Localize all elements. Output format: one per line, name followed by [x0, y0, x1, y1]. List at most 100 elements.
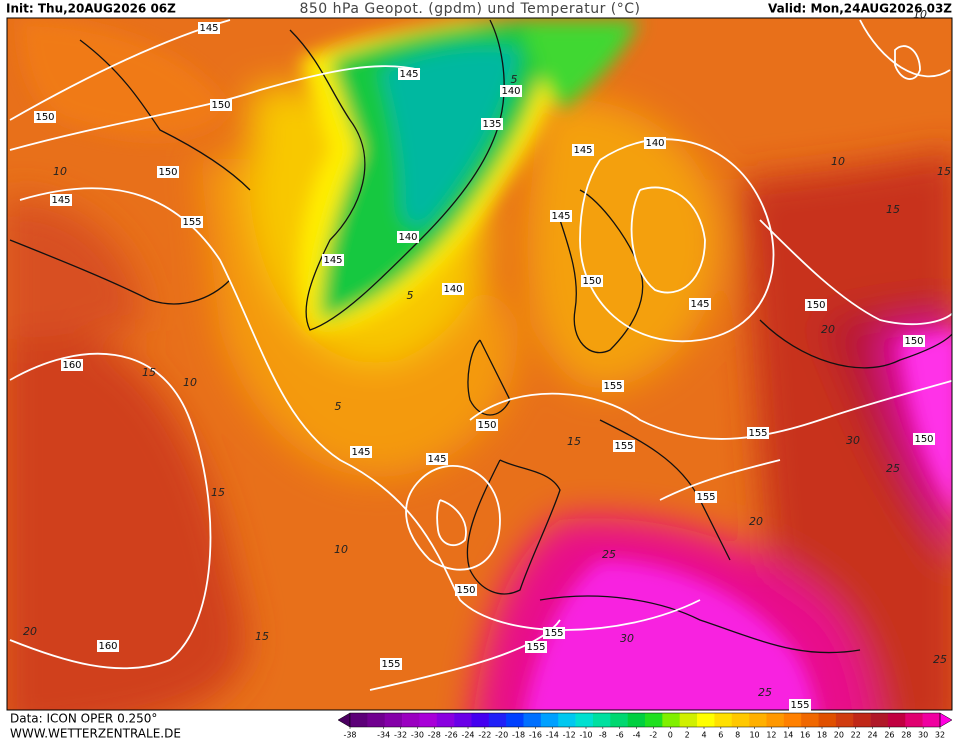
colorbar-tick-label: 16 [800, 731, 810, 740]
contour-label: 150 [904, 336, 923, 347]
contour-label: 150 [914, 434, 933, 445]
colorbar-tick-label: 26 [884, 731, 894, 740]
isotherm-label: 25 [886, 462, 900, 475]
contour-label-box [455, 584, 477, 596]
contour-label-box [397, 231, 419, 243]
colorbar-arrow [337, 712, 351, 728]
colorbar-frame [349, 712, 941, 728]
colorbar-segment [645, 713, 663, 727]
contour-label: 155 [182, 217, 201, 228]
contour-label: 160 [62, 360, 81, 371]
colorbar-segment [662, 713, 681, 727]
contour-label: 140 [645, 138, 664, 149]
colorbar-tick-label: -22 [478, 731, 491, 740]
contour-label: 150 [158, 167, 177, 178]
contour-label: 145 [323, 255, 342, 266]
colorbar-segment [835, 713, 854, 727]
isotherm-label: 5 [335, 400, 342, 413]
colorbar-segment [454, 713, 472, 727]
colorbar-segment [436, 713, 455, 727]
contour-label: 155 [748, 428, 767, 439]
colorbar-segment [679, 713, 698, 727]
contour-label: 150 [477, 420, 496, 431]
isotherm-label: 10 [53, 165, 67, 178]
colorbar-segment [592, 713, 611, 727]
contour-label-box [805, 299, 827, 311]
contour-label-box [157, 166, 179, 178]
valid-time: Valid: Mon,24AUG2026 03Z [768, 2, 952, 16]
colorbar-tick-label: 4 [701, 731, 706, 740]
colorbar-segment [922, 713, 941, 727]
contour-label-box [398, 68, 420, 80]
isotherm-label: 20 [749, 515, 763, 528]
colorbar-segment [523, 713, 542, 727]
colorbar-tick-label: -4 [633, 731, 641, 740]
colorbar-tick-label: -18 [512, 731, 525, 740]
colorbar-tick-label: -38 [343, 731, 356, 740]
colorbar-tick-label: 6 [718, 731, 723, 740]
colorbar-tick-label: 24 [867, 731, 877, 740]
isotherm-label: 15 [937, 165, 951, 178]
isotherm-label: 15 [142, 366, 156, 379]
contour-label: 145 [551, 211, 570, 222]
map-labels: 1451451501501401351451401501451551451401… [23, 8, 951, 711]
contour-label-box [644, 137, 666, 149]
contour-label: 135 [482, 119, 501, 130]
contour-label: 145 [51, 195, 70, 206]
contour-label-box [613, 440, 635, 452]
colorbar-tick-label: 22 [851, 731, 861, 740]
contour-label: 140 [501, 86, 520, 97]
contour-label: 150 [582, 276, 601, 287]
contour-label-box [581, 275, 603, 287]
colorbar-tick-label: -30 [411, 731, 424, 740]
colorbar-segment [853, 713, 871, 727]
contour-label: 150 [35, 112, 54, 123]
contour-label-box [789, 699, 811, 711]
colorbar-segment [697, 713, 715, 727]
isotherm-label: 20 [821, 323, 835, 336]
isotherm-label: 10 [183, 376, 197, 389]
contour-label: 140 [443, 284, 462, 295]
map-title: 850 hPa Geopot. (gpdm) und Temperatur (°… [299, 1, 640, 17]
contour-label-box [747, 427, 769, 439]
colorbar-tick-label: -10 [579, 731, 592, 740]
contour-label: 140 [398, 232, 417, 243]
colorbar-arrow [939, 712, 953, 728]
colorbar-segment [471, 713, 490, 727]
colorbar-segment [905, 713, 923, 727]
colorbar-tick-label: -24 [461, 731, 474, 740]
contour-label-box [198, 22, 220, 34]
contour-label: 150 [456, 585, 475, 596]
colorbar-segment [870, 713, 889, 727]
init-time: Init: Thu,20AUG2026 06Z [6, 2, 176, 16]
colorbar-segment [558, 713, 576, 727]
isotherm-label: 10 [913, 8, 927, 21]
isotherm-label: 10 [334, 543, 348, 556]
colorbar-tick-label: 18 [817, 731, 827, 740]
colorbar-tick-label: 8 [735, 731, 740, 740]
temperature-field [7, 18, 952, 710]
contour-label-box [210, 99, 232, 111]
colorbar-segment [731, 713, 750, 727]
contour-label: 155 [696, 492, 715, 503]
colorbar-tick-label: 2 [685, 731, 690, 740]
colorbar-segment [350, 713, 368, 727]
contour-label: 155 [526, 642, 545, 653]
colorbar-tick-label: -8 [599, 731, 607, 740]
colorbar-segment [540, 713, 559, 727]
colorbar-tick-label: -32 [394, 731, 407, 740]
colorbar-tick-label: 14 [783, 731, 793, 740]
colorbar-tick-label: 10 [749, 731, 759, 740]
contour-label-box [50, 194, 72, 206]
contour-label-box [34, 111, 56, 123]
contour-label-box [481, 118, 503, 130]
contour-label-box [550, 210, 572, 222]
colorbar-tick-label: 28 [901, 731, 911, 740]
contour-label: 145 [427, 454, 446, 465]
colorbar-segment [783, 713, 802, 727]
contour-label-box [572, 144, 594, 156]
isotherm-label: 15 [886, 203, 900, 216]
colorbar-segment [801, 713, 819, 727]
colorbar-tick-label: -26 [445, 731, 458, 740]
